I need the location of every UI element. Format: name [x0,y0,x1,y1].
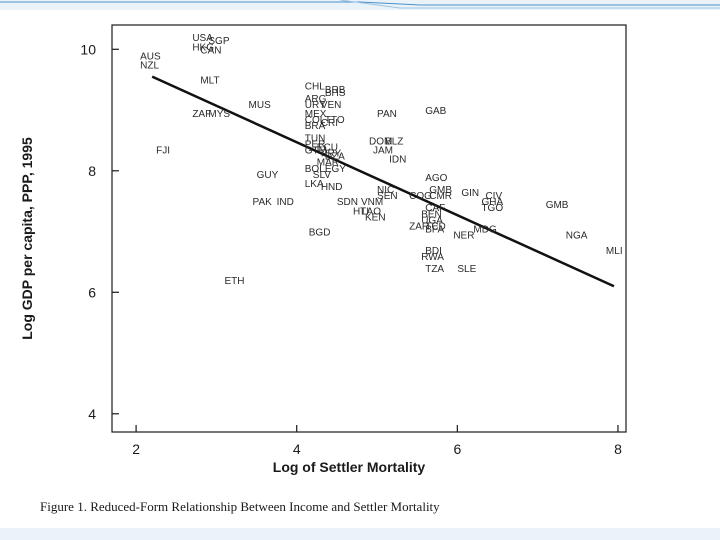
data-point-label: GMB [546,200,569,211]
data-point-label: CAF [425,203,445,214]
data-point-label: USA [192,33,213,44]
data-point-label: ETH [224,276,244,287]
data-point-label: MUS [249,100,272,111]
data-point-label: EGY [325,164,346,175]
data-point-label: MLT [200,76,219,87]
plot-frame [111,24,627,433]
data-point-label: LAO [361,206,381,217]
data-point-label: JAM [373,146,393,157]
data-point-label: ARG [305,94,327,105]
data-point-label: PAK [253,197,273,208]
data-point-label: ZAR [409,221,429,232]
data-point-label: BHS [325,88,346,99]
data-point-label: CMR [429,191,452,202]
data-point-label: COL [305,115,326,126]
data-point-label: TTO [325,115,345,126]
data-point-label: TUN [305,133,326,144]
x-tick-label: 4 [293,441,301,457]
data-point-label: MLI [606,246,623,257]
data-point-label: SGP [208,36,229,47]
data-point-label: CHL [305,82,325,93]
data-point-label: TGO [481,203,503,214]
data-point-label: CRI [321,118,338,129]
data-point-label: LKA [305,179,324,190]
figure-caption: Figure 1. Reduced-Form Relationship Betw… [40,499,440,514]
x-tick-label: 8 [614,441,622,457]
data-point-label: COG [409,191,432,202]
data-point-label: VNM [361,197,383,208]
data-point-label: HND [321,182,343,193]
data-point-label: GIN [461,188,479,199]
data-point-label: AGO [425,173,447,184]
data-point-label: HKG [192,42,214,53]
data-point-label: BLZ [385,136,403,147]
data-point-label: FJI [156,146,170,157]
data-point-label: MYS [208,109,230,120]
y-tick-label: 8 [88,163,96,179]
top-accent-band [0,0,720,10]
data-point-label: ECU [317,142,338,153]
data-point-label: GUY [257,170,279,181]
data-point-label: IDN [389,155,406,166]
data-point-label: SDN [337,197,358,208]
bottom-accent-band [0,528,720,540]
data-point-label: TCD [425,221,446,232]
data-point-label: HTI [353,206,369,217]
data-point-label: SLE [457,264,476,275]
top-accent-line-secondary [339,0,720,9]
axes [111,24,627,433]
data-point-label: GTM [305,146,327,157]
data-point-label: ZAF [192,109,211,120]
x-tick-label: 2 [132,441,140,457]
y-tick-label: 10 [80,41,96,57]
y-tick-label: 4 [88,406,96,422]
data-point-label: PER [305,139,326,150]
data-point-label: VEN [321,100,342,111]
top-accent-line [0,1,720,6]
data-point-label: SEN [377,191,398,202]
y-tick-label: 6 [88,284,96,300]
data-point-label: IND [277,197,294,208]
data-point-label: BGD [309,228,331,239]
data-point-label: DOM [369,136,392,147]
data-point-label: UGA [421,215,443,226]
data-point-label: GHA [481,197,503,208]
data-point-label: BRB [325,85,346,96]
x-tick-label: 6 [453,441,461,457]
data-point-label: MDG [473,225,497,236]
y-axis-title: Log GDP per capita, PPP, 1995 [19,137,35,340]
x-axis-title: Log of Settler Mortality [273,459,426,475]
data-point-label: BOL [305,164,325,175]
data-point-label: CIV [485,191,502,202]
data-point-label: GMB [429,185,452,196]
data-point-label: URY [305,100,326,111]
data-point-label: NZL [140,60,159,71]
data-point-label: NGA [566,231,588,242]
data-point-label: TZA [425,264,444,275]
data-point-label: DZA [325,152,345,163]
data-point-label: KEN [365,212,386,223]
regression-line [151,75,615,288]
data-point-label: SLV [313,170,331,181]
data-point-label: BFA [425,225,444,236]
data-point-label: NIC [377,185,394,196]
data-point-label: NER [453,231,474,242]
data-point-label: MAR [317,158,339,169]
axis-ticks: 2 4 6 8 4 6 8 10 [80,41,622,457]
data-point-label: BEN [421,209,442,220]
data-point-label: PAN [377,109,397,120]
data-point-label: RWA [421,252,444,263]
data-point-label: GAB [425,106,446,117]
data-point-label: BRA [305,121,326,132]
data-point-label: BDI [425,246,442,257]
data-point-label: PRY [321,149,342,160]
data-point-label: AUS [140,51,161,62]
data-point-label: MEX [305,109,327,120]
data-point-label: CAN [200,45,221,56]
